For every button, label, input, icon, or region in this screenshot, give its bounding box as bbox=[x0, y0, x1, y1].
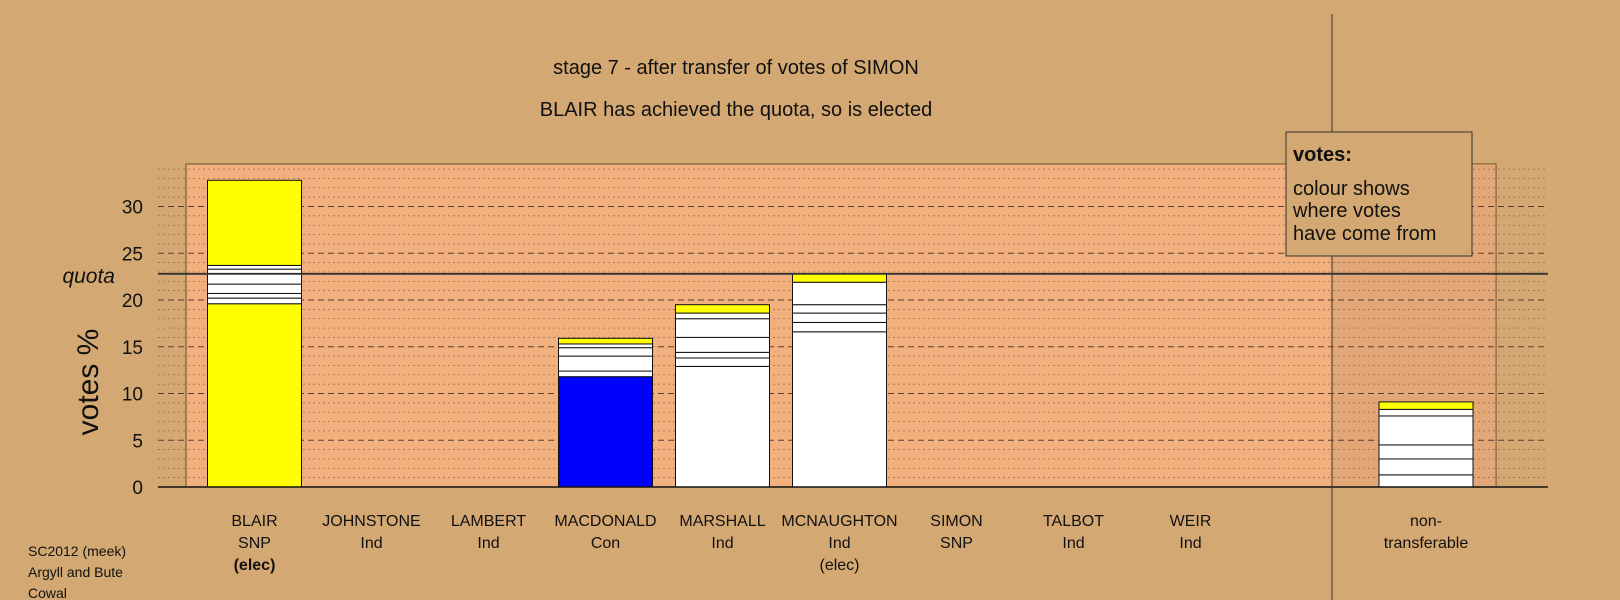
candidate-party: Ind bbox=[828, 535, 850, 552]
bar-segment bbox=[1378, 415, 1474, 446]
bar-segment bbox=[1378, 474, 1474, 488]
bar-segment bbox=[675, 365, 770, 488]
x-axis-labels: BLAIR SNP (elec) JOHNSTONE Ind LAMBERT Ind MACD… bbox=[231, 513, 1468, 574]
legend-line-2: where votes bbox=[1292, 200, 1401, 222]
bar-segment bbox=[558, 343, 653, 349]
bar-segment bbox=[792, 312, 887, 323]
bar-segment bbox=[675, 318, 770, 338]
nontransferable-label: non- bbox=[1410, 513, 1442, 530]
bar-segment bbox=[558, 355, 653, 372]
bar-segment bbox=[207, 283, 302, 294]
candidate-party: Con bbox=[591, 535, 620, 552]
nontransferable-label: transferable bbox=[1384, 535, 1469, 552]
y-axis-label: votes % bbox=[72, 329, 105, 436]
candidate-name: MARSHALL bbox=[679, 513, 765, 530]
bar-segment bbox=[675, 312, 770, 320]
bar-segment bbox=[207, 292, 302, 299]
bar-segment bbox=[792, 273, 887, 283]
candidate-party: Ind bbox=[1179, 535, 1201, 552]
candidate-name: BLAIR bbox=[231, 513, 277, 530]
bar-segment bbox=[558, 347, 653, 357]
bar-segment bbox=[1378, 444, 1474, 460]
legend-frame bbox=[1285, 131, 1473, 257]
y-axis-ticks: 0 5 10 15 20 25 30 bbox=[122, 198, 143, 500]
bar-segment bbox=[207, 303, 302, 488]
quota-line: quota bbox=[62, 265, 1548, 288]
candidate-status: (elec) bbox=[234, 557, 276, 574]
bar-segment bbox=[675, 351, 770, 359]
candidate-party: Ind bbox=[711, 535, 733, 552]
footer: SC2012 (meek) Argyll and Bute Cowal bbox=[28, 543, 126, 600]
bar-segment bbox=[1378, 408, 1474, 417]
candidate-party: SNP bbox=[238, 535, 271, 552]
legend-box: votes: colour shows where votes have com… bbox=[1285, 131, 1473, 257]
candidate-party: Ind bbox=[477, 535, 499, 552]
bar-segment bbox=[792, 281, 887, 306]
quota-label: quota bbox=[62, 265, 115, 288]
footer-line-2: Argyll and Bute bbox=[28, 564, 123, 580]
candidate-status: (elec) bbox=[819, 557, 859, 574]
legend-title: votes: bbox=[1293, 144, 1352, 166]
bar-segment bbox=[207, 297, 302, 305]
legend-line-1: colour shows bbox=[1293, 178, 1410, 200]
footer-line-3: Cowal bbox=[28, 585, 67, 600]
candidate-name: SIMON bbox=[930, 513, 982, 530]
y-tick-label: 25 bbox=[122, 244, 143, 265]
bars bbox=[207, 179, 1474, 488]
candidate-name: MCNAUGHTON bbox=[781, 513, 897, 530]
bar-segment bbox=[207, 268, 302, 285]
bar-segment bbox=[792, 304, 887, 314]
y-tick-label: 30 bbox=[122, 198, 143, 219]
bar-segment bbox=[558, 337, 653, 345]
chart-subtitle: BLAIR has achieved the quota, so is elec… bbox=[540, 99, 932, 121]
candidate-party: Ind bbox=[360, 535, 382, 552]
bar-segment bbox=[792, 321, 887, 333]
candidate-name: LAMBERT bbox=[451, 513, 527, 530]
candidate-name: JOHNSTONE bbox=[322, 513, 420, 530]
candidate-name: MACDONALD bbox=[554, 513, 656, 530]
bar-segment bbox=[207, 264, 302, 270]
bar-segment bbox=[558, 370, 653, 378]
y-tick-label: 20 bbox=[122, 291, 143, 312]
candidate-name: WEIR bbox=[1170, 513, 1212, 530]
chart-title: stage 7 - after transfer of votes of SIM… bbox=[553, 57, 919, 79]
bar-segment bbox=[558, 376, 653, 488]
bar-segment bbox=[675, 336, 770, 353]
y-tick-label: 0 bbox=[132, 478, 143, 499]
bar-segment bbox=[675, 357, 770, 367]
y-tick-label: 10 bbox=[122, 385, 143, 406]
footer-line-1: SC2012 (meek) bbox=[28, 543, 126, 559]
y-tick-label: 5 bbox=[132, 431, 143, 452]
bar-segment bbox=[207, 179, 302, 266]
y-tick-label: 15 bbox=[122, 338, 143, 359]
bar-segment bbox=[1378, 458, 1474, 476]
candidate-party: Ind bbox=[1062, 535, 1084, 552]
candidate-party: SNP bbox=[940, 535, 973, 552]
bar-segment bbox=[792, 331, 887, 488]
legend-line-3: have come from bbox=[1293, 223, 1436, 245]
bar-segment bbox=[675, 304, 770, 314]
candidate-name: TALBOT bbox=[1043, 513, 1104, 530]
bar-segment bbox=[1378, 401, 1474, 410]
